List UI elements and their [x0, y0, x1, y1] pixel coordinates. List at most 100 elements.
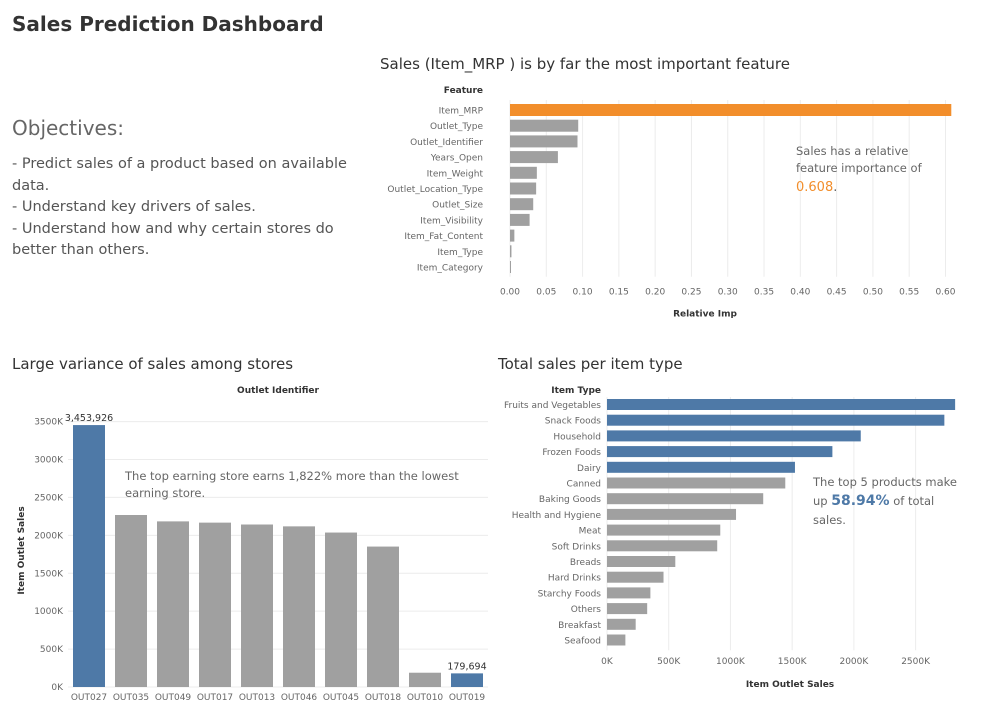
- bar: [607, 414, 945, 426]
- bar: [157, 521, 189, 687]
- x-tick-label: OUT019: [449, 693, 486, 703]
- data-label: 3,453,926: [65, 413, 113, 424]
- bar: [510, 166, 537, 179]
- x-tick-label: 0.60: [935, 288, 955, 298]
- category-label: Outlet_Identifier: [410, 138, 483, 148]
- annotation-line: up: [813, 494, 831, 508]
- bar: [510, 135, 578, 148]
- category-label: Outlet_Size: [432, 201, 483, 211]
- bar: [607, 587, 651, 599]
- category-label: Item_Category: [417, 264, 484, 274]
- x-tick-label: OUT010: [407, 693, 444, 703]
- feature-importance-chart: Feature 0.00 0.05 0.10 0.15 0.20 0.25 0.30 0.35 0…: [387, 86, 955, 318]
- annotation-suffix: .: [833, 180, 837, 195]
- x-tick-label: 500K: [657, 657, 681, 667]
- bar: [115, 515, 147, 687]
- y-tick-label: 1000K: [34, 607, 64, 617]
- item-annotation: The top 5 products make up 58.94% of tota…: [812, 475, 957, 527]
- category-label: Health and Hygiene: [512, 511, 602, 521]
- store-chart-title: Large variance of sales among stores: [12, 355, 294, 373]
- y-tick-label: 0K: [51, 683, 64, 693]
- x-tick-label: 0.40: [790, 288, 810, 298]
- annotation-line: feature importance of: [796, 161, 923, 175]
- bar: [510, 261, 511, 273]
- bar: [607, 430, 861, 442]
- category-header: Outlet Identifier: [237, 386, 319, 396]
- objective-line: - Predict sales of a product based on av…: [12, 156, 347, 194]
- dashboard-title: Sales Prediction Dashboard: [12, 12, 324, 36]
- bar: [607, 634, 626, 646]
- x-tick-label: OUT035: [113, 693, 149, 703]
- bar: [510, 182, 537, 195]
- bar: [73, 425, 105, 687]
- bar: [510, 213, 530, 226]
- bar: [409, 672, 441, 687]
- y-axis-label: Item Outlet Sales: [17, 506, 27, 594]
- objective-line: - Understand key drivers of sales.: [12, 199, 256, 215]
- feature-annotation: Sales has a relative feature importance o…: [796, 144, 923, 195]
- bar: [607, 571, 664, 583]
- y-tick-label: 500K: [40, 645, 64, 655]
- bar: [510, 151, 558, 164]
- bar: [325, 532, 357, 687]
- category-label: Starchy Foods: [538, 589, 602, 599]
- item-chart-title: Total sales per item type: [498, 355, 683, 373]
- category-label: Soft Drinks: [552, 542, 602, 552]
- annotation-line: sales.: [813, 513, 846, 527]
- bar: [283, 526, 315, 687]
- bar: [199, 522, 231, 687]
- bar: [607, 461, 795, 473]
- category-label: Meat: [579, 527, 602, 537]
- bar: [451, 673, 483, 687]
- annotation-line: earning store.: [125, 486, 205, 500]
- x-axis-label: Item Outlet Sales: [746, 680, 834, 690]
- bar: [510, 104, 952, 116]
- x-tick-label: OUT045: [323, 693, 359, 703]
- bar: [607, 477, 786, 489]
- category-label: Item_Weight: [427, 169, 484, 179]
- annotation-line: Sales has a relative: [796, 144, 908, 158]
- x-tick-label: 0.20: [645, 288, 665, 298]
- bar: [510, 229, 515, 242]
- category-label: Breakfast: [558, 621, 601, 631]
- category-label: Household: [553, 432, 601, 442]
- category-label: Seafood: [564, 637, 601, 647]
- annotation-value: 58.94%: [831, 493, 889, 509]
- bar: [607, 540, 718, 552]
- x-tick-label: 2000K: [839, 657, 869, 667]
- category-label: Canned: [567, 480, 601, 490]
- category-header: Feature: [444, 86, 483, 96]
- bar: [510, 198, 534, 211]
- bar: [607, 446, 833, 458]
- bar: [510, 245, 512, 258]
- bar: [510, 119, 579, 132]
- y-tick-label: 2500K: [34, 493, 64, 503]
- bar: [367, 546, 399, 687]
- x-tick-label: OUT013: [239, 693, 275, 703]
- category-label: Baking Goods: [539, 495, 601, 505]
- annotation-line: The top 5 products make: [812, 475, 957, 489]
- category-label: Dairy: [577, 464, 602, 474]
- category-label: Item_MRP: [439, 107, 484, 117]
- category-label: Years_Open: [430, 154, 483, 164]
- objectives-list: - Predict sales of a product based on av…: [12, 154, 362, 262]
- objective-line: - Understand how and why certain stores …: [12, 220, 334, 259]
- x-tick-label: 1500K: [778, 657, 808, 667]
- y-tick-label: 3500K: [34, 418, 64, 428]
- x-tick-label: 0.35: [754, 288, 774, 298]
- annotation-value: 0.608: [796, 180, 833, 195]
- annotation-line: The top earning store earns 1,822% more …: [124, 469, 459, 483]
- annotation-line: of total: [890, 494, 935, 508]
- category-label: Snack Foods: [545, 417, 602, 427]
- y-tick-label: 3000K: [34, 456, 64, 466]
- category-label: Fruits and Vegetables: [504, 401, 601, 411]
- x-tick-label: 1000K: [716, 657, 746, 667]
- x-tick-label: 0.00: [500, 288, 520, 298]
- x-tick-label: OUT018: [365, 693, 402, 703]
- x-tick-label: 0.25: [681, 288, 701, 298]
- x-tick-label: 0.10: [573, 288, 593, 298]
- bar: [607, 508, 737, 520]
- bar: [607, 556, 676, 567]
- bar: [241, 524, 273, 687]
- store-sales-chart: Outlet Identifier 0K 500K 1000K 1500K 2000K 25…: [17, 386, 488, 703]
